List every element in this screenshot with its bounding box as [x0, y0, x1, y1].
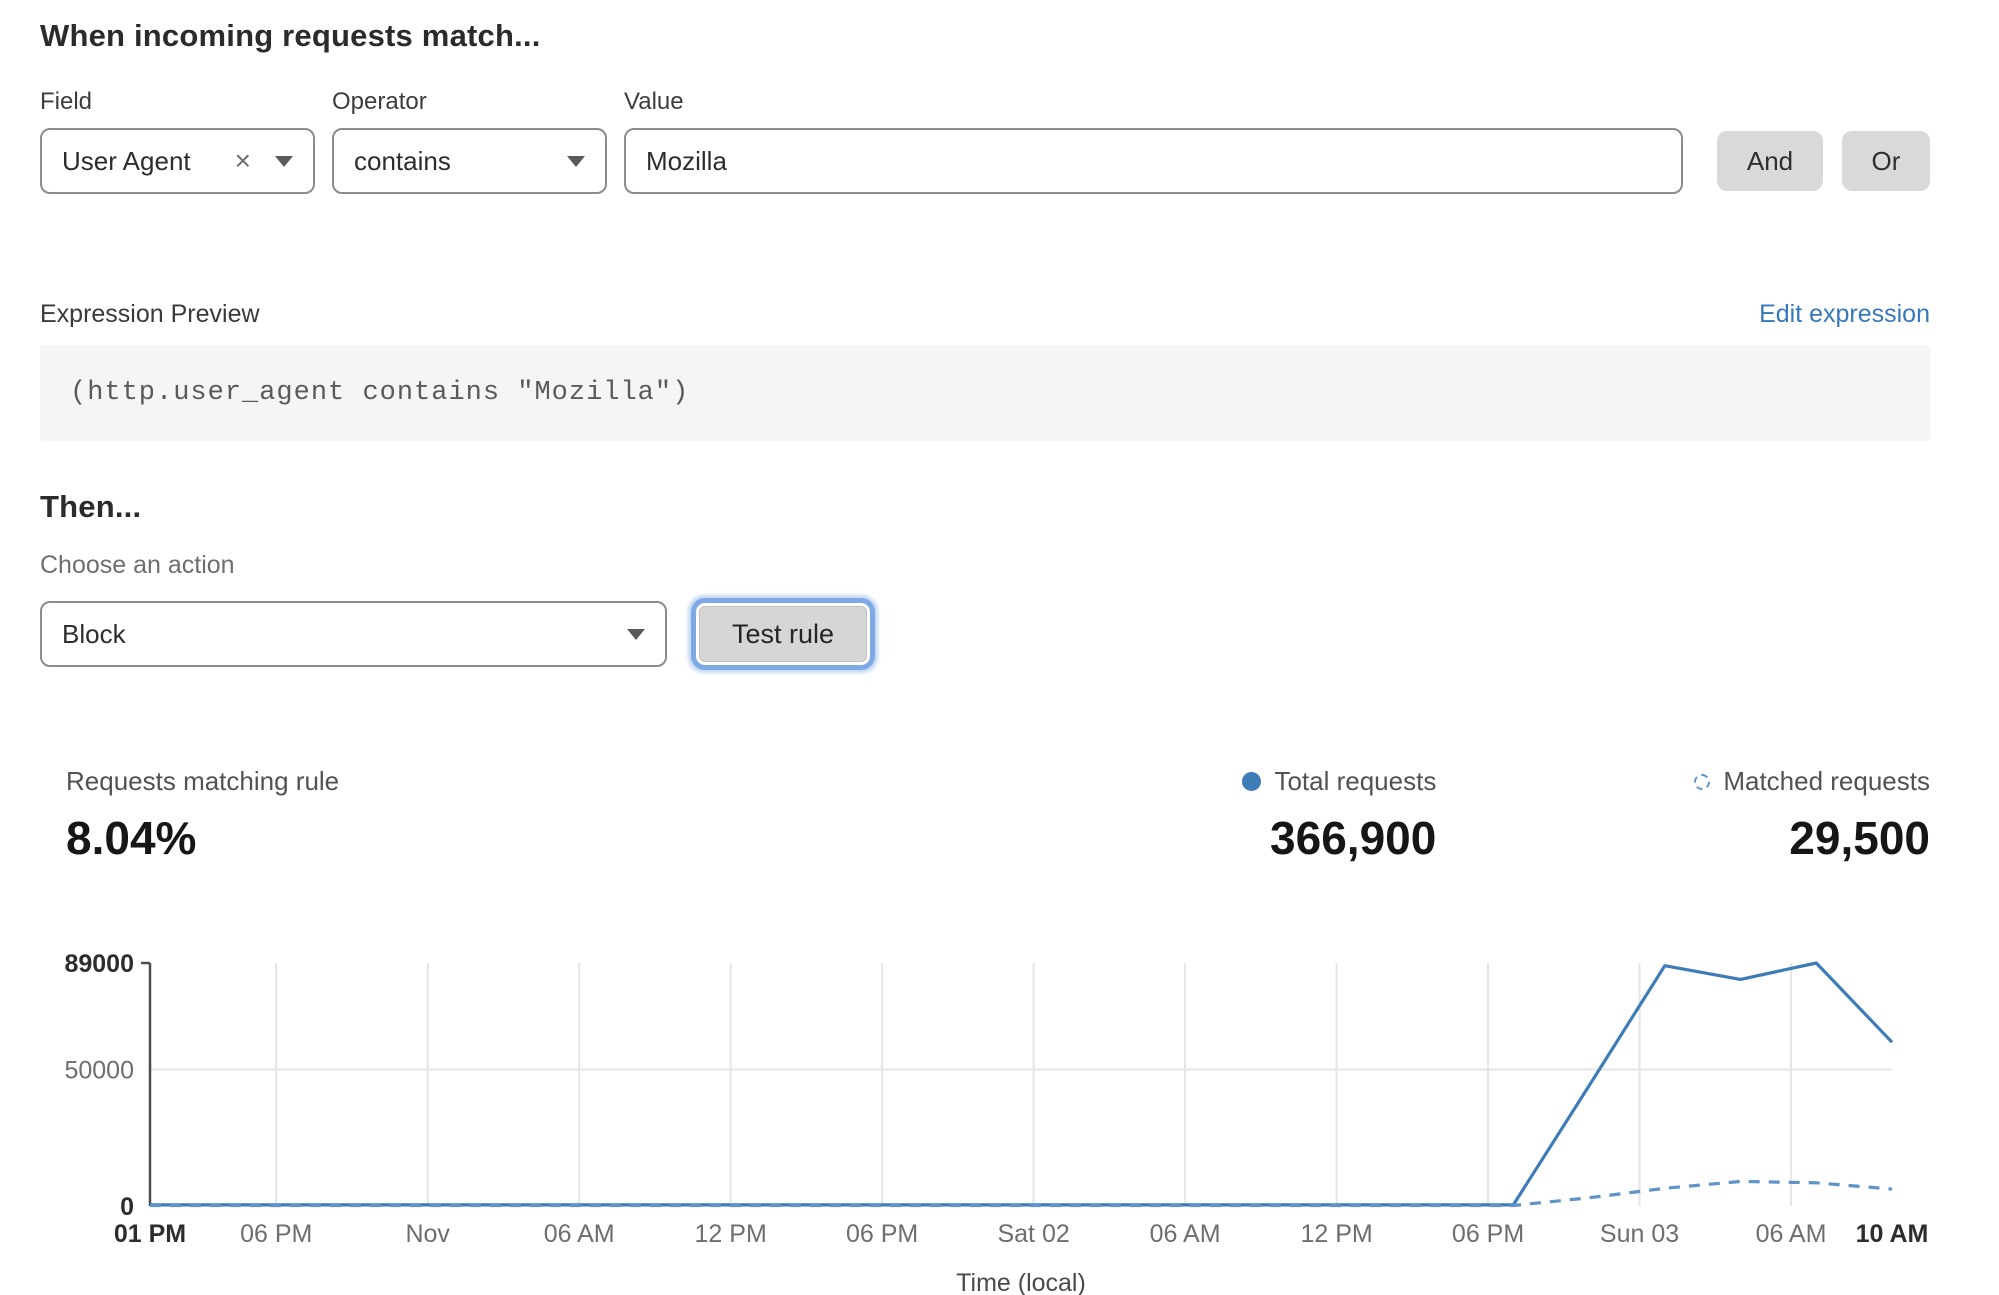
value-input[interactable] — [624, 128, 1683, 194]
field-select[interactable]: User Agent × — [40, 128, 315, 194]
y-axis-tick-label: 50000 — [64, 1056, 134, 1084]
chevron-down-icon — [275, 155, 293, 167]
expression-code: (http.user_agent contains "Mozilla") — [70, 378, 690, 408]
operator-label: Operator — [332, 88, 427, 115]
chart-line-total-requests — [150, 961, 1894, 1207]
action-select-value: Block — [62, 618, 126, 649]
chevron-down-icon — [627, 628, 645, 640]
y-axis-tick-label: 0 — [120, 1193, 134, 1221]
x-axis-tick-label: 06 AM — [1150, 1220, 1221, 1248]
matched-requests-legend-icon — [1694, 773, 1711, 790]
stat-matching-rule: Requests matching rule 8.04% — [66, 766, 1242, 865]
edit-expression-link[interactable]: Edit expression — [1759, 300, 1930, 328]
x-axis-tick-label: Sun 03 — [1600, 1220, 1679, 1248]
x-axis-tick-label: 01 PM — [114, 1220, 186, 1248]
choose-action-label: Choose an action — [40, 551, 235, 579]
action-select[interactable]: Block — [40, 601, 667, 667]
matched-requests-value: 29,500 — [1789, 812, 1930, 864]
matched-requests-label: Matched requests — [1723, 766, 1930, 796]
y-axis-tick-label: 89000 — [64, 951, 134, 978]
x-axis-tick-label: 06 AM — [544, 1220, 615, 1248]
x-axis-title: Time (local) — [956, 1269, 1086, 1295]
action-row: Block Test rule — [40, 598, 1930, 670]
or-button[interactable]: Or — [1842, 131, 1930, 191]
operator-select-value: contains — [354, 145, 451, 176]
x-axis-tick-label: Sat 02 — [997, 1220, 1069, 1248]
expression-code-box: (http.user_agent contains "Mozilla") — [40, 345, 1930, 441]
total-requests-label: Total requests — [1274, 766, 1437, 796]
test-rule-button[interactable]: Test rule — [699, 606, 868, 662]
x-axis-tick-label: 12 PM — [1300, 1220, 1372, 1248]
x-axis-tick-label: 06 PM — [1452, 1220, 1524, 1248]
x-axis-tick-label: 06 PM — [846, 1220, 918, 1248]
total-requests-legend-icon — [1242, 772, 1262, 791]
value-label: Value — [624, 88, 684, 115]
matching-rule-value: 8.04% — [66, 812, 197, 864]
matching-rule-label: Requests matching rule — [66, 766, 340, 796]
x-axis-tick-label: 12 PM — [695, 1220, 767, 1248]
requests-time-series-chart: 89000 50000 001 PM 06 PM Nov 06 AM 12 PM 06 PM S… — [64, 950, 1929, 1295]
stat-total-requests: Total requests 366,900 — [1242, 766, 1436, 865]
total-requests-value: 366,900 — [1270, 812, 1437, 864]
x-axis-tick-label: 06 AM — [1756, 1220, 1827, 1248]
operator-select[interactable]: contains — [332, 128, 607, 194]
field-clear-icon[interactable]: × — [234, 145, 251, 176]
expression-preview-header: Expression Preview Edit expression — [40, 300, 1930, 329]
x-axis-tick-label: 10 AM — [1856, 1220, 1929, 1248]
expression-preview-label: Expression Preview — [40, 300, 260, 328]
rule-field-labels: Field Operator Value — [40, 88, 1930, 116]
field-label: Field — [40, 88, 93, 115]
chart-line-matched-requests — [150, 1179, 1893, 1208]
x-axis-tick-label: Nov — [405, 1220, 450, 1248]
stats-row: Requests matching rule 8.04% Total reque… — [40, 766, 1930, 865]
chevron-down-icon — [567, 155, 585, 167]
requests-chart: 89000 50000 0 01 PM 06 PM Nov 06 AM 12 PM 06 PM S… — [40, 950, 1930, 1295]
then-heading: Then... — [40, 489, 142, 524]
stat-matched-requests: Matched requests 29,500 — [1694, 766, 1930, 865]
x-axis-tick-label: 06 PM — [240, 1220, 312, 1248]
and-button[interactable]: And — [1717, 131, 1823, 191]
field-select-value: User Agent — [62, 145, 191, 176]
rule-controls-row: User Agent × contains And Or — [40, 128, 1930, 194]
when-match-heading: When incoming requests match... — [40, 18, 541, 53]
